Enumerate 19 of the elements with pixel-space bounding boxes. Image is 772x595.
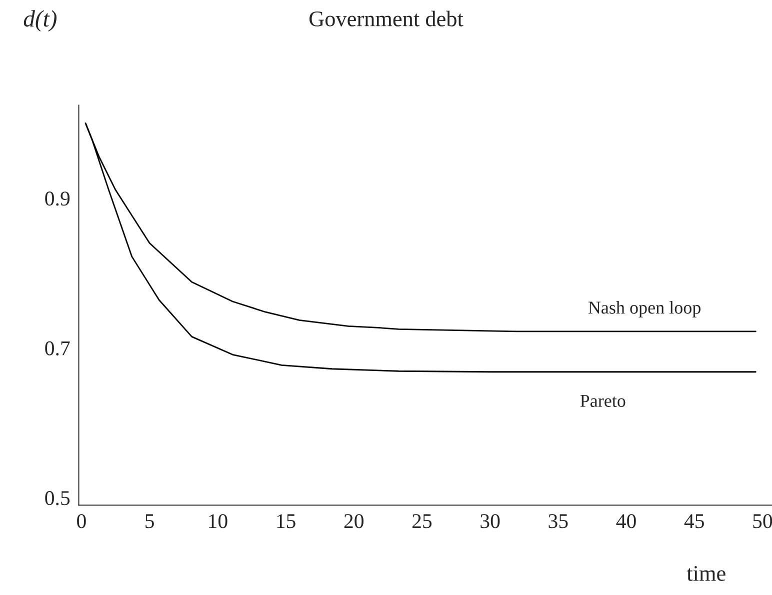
x-axis-title: time	[686, 566, 726, 581]
x-tick-label: 15	[277, 514, 296, 528]
y-tick-label: 0.5	[45, 491, 70, 506]
series-label: Nash open loop	[588, 301, 701, 318]
x-tick-label: 20	[344, 514, 364, 528]
x-tick-label: 30	[480, 514, 500, 528]
series-label: Pareto	[580, 394, 626, 407]
x-tick-label: 45	[684, 514, 704, 528]
y-axis-title: d(t)	[24, 10, 57, 32]
y-tick-label: 0.9	[45, 192, 70, 206]
x-tick-label: 0	[77, 514, 86, 528]
x-tick-label: 10	[209, 514, 228, 528]
x-tick-label: 50	[753, 514, 772, 528]
x-tick-label: 25	[412, 514, 432, 528]
x-tick-label: 40	[616, 514, 636, 528]
x-tick-label: 35	[548, 514, 568, 528]
y-tick-label: 0.7	[45, 341, 70, 356]
chart-title: Government debt	[309, 10, 464, 26]
x-tick-label: 5	[146, 514, 154, 528]
